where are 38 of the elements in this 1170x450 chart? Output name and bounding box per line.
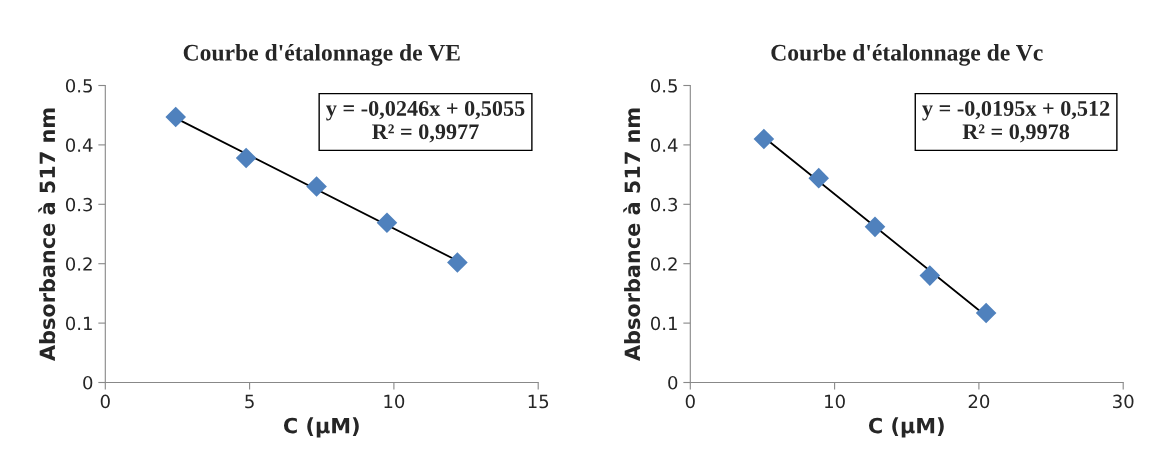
y-tick-label: 0.1 <box>65 316 92 331</box>
y-tick-label: 0.1 <box>650 316 677 331</box>
point <box>864 216 886 238</box>
annotation: y = -0,0195x + 0,512 R² = 0,9978 <box>922 100 1110 143</box>
chart-title: Courbe d'étalonnage de VE <box>183 44 460 66</box>
x-tick-label: 0 <box>685 394 695 409</box>
annotation: y = -0,0246x + 0,5055 R² = 0,9977 <box>326 100 525 143</box>
x-tick-label: 0 <box>100 394 110 409</box>
y-tick-label: 0.4 <box>65 138 93 153</box>
y-tick-label: 0 <box>83 375 93 390</box>
point <box>975 302 997 324</box>
chart-title: Courbe d'étalonnage de Vc <box>771 44 1043 66</box>
point <box>376 212 398 234</box>
y-tick-label: 0.4 <box>650 138 678 153</box>
x-tick-label: 10 <box>384 394 405 409</box>
y-tick-label: 0.5 <box>650 78 677 93</box>
x-tick-label: 10 <box>825 394 845 409</box>
x-tick-label: 30 <box>1113 394 1134 409</box>
x-tick-label: 15 <box>528 394 549 409</box>
point <box>447 252 468 273</box>
y-tick-label: 0.3 <box>65 197 93 212</box>
x-tick-label: 20 <box>968 394 990 409</box>
y-tick-label: 0 <box>668 375 678 390</box>
point <box>919 265 941 286</box>
point <box>808 167 830 189</box>
point <box>306 176 327 197</box>
y-axis-title: Absorbance à 517 nm <box>623 108 641 361</box>
y-axis-title: Absorbance à 517 nm <box>38 108 56 361</box>
y-tick-label: 0.5 <box>65 78 92 93</box>
point <box>165 106 187 128</box>
y-tick-label: 0.3 <box>650 197 678 212</box>
point <box>753 128 775 150</box>
x-axis-title: C (µM) <box>283 417 359 438</box>
y-tick-label: 0.2 <box>65 257 92 271</box>
point <box>235 147 257 169</box>
x-tick-label: 5 <box>245 394 254 409</box>
x-axis-title: C (µM) <box>868 417 944 438</box>
y-tick-label: 0.2 <box>650 257 677 271</box>
